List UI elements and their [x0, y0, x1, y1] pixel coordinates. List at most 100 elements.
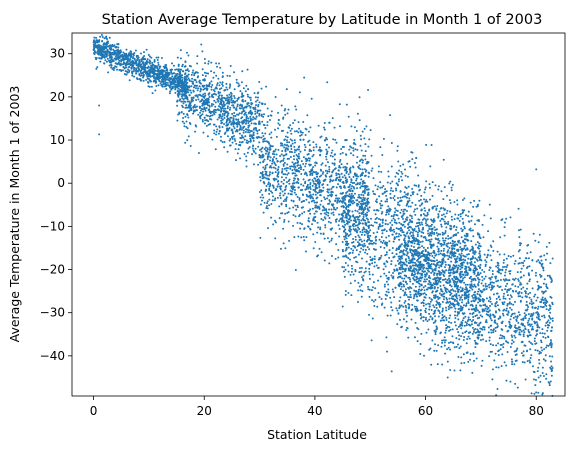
data-point [94, 45, 97, 48]
data-point [314, 182, 317, 185]
data-point [402, 163, 405, 166]
data-point [315, 210, 318, 213]
data-point [362, 213, 365, 216]
data-point [389, 192, 392, 195]
data-point [430, 363, 433, 366]
data-point [305, 236, 308, 239]
data-point [362, 217, 365, 220]
data-point [134, 49, 137, 52]
data-point [440, 293, 443, 296]
data-point [326, 138, 329, 141]
data-point [458, 294, 461, 297]
data-point [131, 74, 134, 77]
data-point [256, 99, 259, 102]
data-point [453, 314, 456, 317]
data-point [368, 313, 371, 316]
data-point [196, 84, 199, 87]
data-point [482, 284, 485, 287]
data-point [413, 258, 416, 261]
data-point [133, 68, 136, 71]
data-point [181, 97, 184, 100]
data-point [463, 281, 466, 284]
data-point [317, 226, 320, 229]
data-point [127, 57, 130, 60]
data-point [309, 183, 312, 186]
data-point [392, 290, 395, 293]
data-point [229, 137, 232, 140]
data-point [441, 237, 444, 240]
data-point [366, 236, 369, 239]
data-point [248, 104, 251, 107]
data-point [452, 289, 455, 292]
data-point [314, 177, 317, 180]
data-point [184, 94, 187, 97]
data-point [107, 71, 110, 74]
data-point [344, 179, 347, 182]
data-point [471, 245, 474, 248]
data-point [338, 200, 341, 203]
data-point [392, 215, 395, 218]
data-point [263, 137, 266, 140]
data-point [201, 74, 204, 77]
data-point [348, 148, 351, 151]
data-point [142, 56, 145, 59]
data-point [268, 204, 271, 207]
data-point [400, 175, 403, 178]
data-point [364, 187, 367, 190]
data-point [311, 184, 314, 187]
data-point [387, 170, 390, 173]
data-point [350, 228, 353, 231]
data-point [387, 213, 390, 216]
data-point [195, 125, 198, 128]
data-point [417, 288, 420, 291]
data-point [308, 157, 311, 160]
data-point [369, 256, 372, 259]
data-point [467, 298, 470, 301]
data-point [158, 71, 161, 74]
data-point [110, 47, 113, 50]
data-point [293, 186, 296, 189]
data-point [233, 97, 236, 100]
data-point [220, 119, 223, 122]
data-point [242, 100, 245, 103]
data-point [545, 308, 548, 311]
data-point [202, 110, 205, 113]
data-point [252, 131, 255, 134]
data-point [381, 219, 384, 222]
data-point [329, 178, 332, 181]
data-point [383, 246, 386, 249]
data-point [266, 140, 269, 143]
data-point [370, 339, 373, 342]
data-point [373, 261, 376, 264]
data-point [223, 112, 226, 115]
data-point [383, 263, 386, 266]
data-point [245, 141, 248, 144]
data-point [329, 228, 332, 231]
data-point [380, 200, 383, 203]
data-point [363, 271, 366, 274]
data-point [385, 274, 388, 277]
data-point [427, 232, 430, 235]
data-point [250, 134, 253, 137]
data-point [192, 106, 195, 109]
data-point [433, 287, 436, 290]
data-point [390, 301, 393, 304]
data-point [274, 96, 277, 99]
data-point [101, 35, 104, 38]
data-point [422, 304, 425, 307]
data-point [147, 69, 150, 72]
data-point [232, 114, 235, 117]
data-point [513, 262, 516, 265]
data-point [109, 55, 112, 58]
data-point [363, 190, 366, 193]
data-point [281, 167, 284, 170]
data-point [110, 66, 113, 69]
data-point [153, 69, 156, 72]
data-point [357, 301, 359, 304]
data-point [496, 284, 499, 287]
data-point [308, 159, 311, 162]
data-point [490, 259, 493, 262]
data-point [178, 111, 181, 114]
data-point [204, 75, 207, 78]
data-point [217, 105, 220, 108]
